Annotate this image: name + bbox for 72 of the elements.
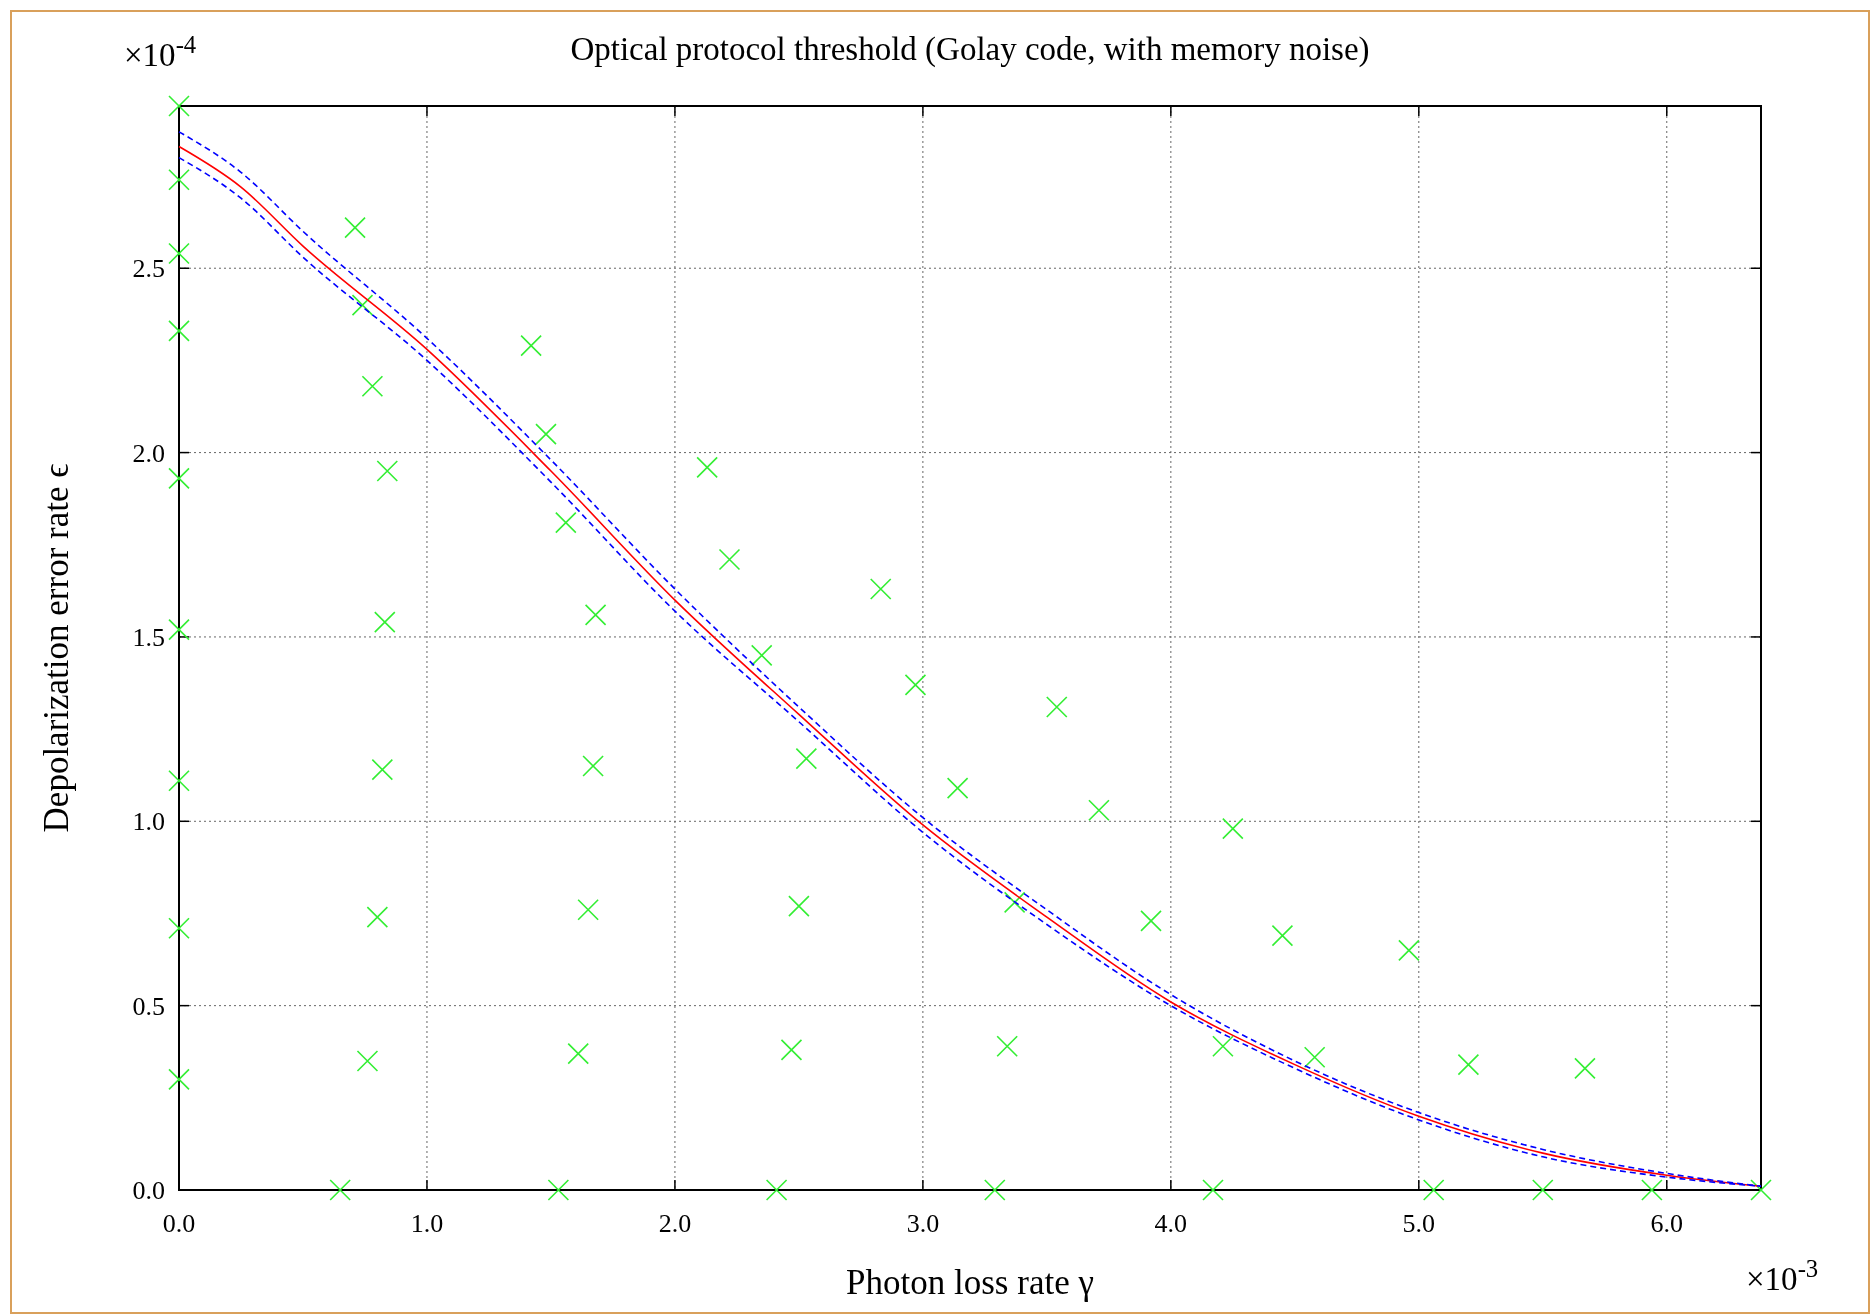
- point: [750, 644, 773, 667]
- point: [351, 294, 374, 316]
- text: ×10$^{-4}$: [124, 30, 197, 73]
- y-tick-label: 2.0: [132, 438, 165, 468]
- point: [1271, 924, 1294, 947]
- y-tick-label: 0.0: [132, 1176, 165, 1205]
- x-tick-label: 3.0: [906, 1209, 940, 1238]
- point: [1303, 1046, 1326, 1069]
- point: [696, 456, 718, 479]
- point: [547, 1179, 570, 1201]
- point: [371, 758, 394, 781]
- chart-title: Optical protocol threshold (Golay code, with memory noise): [570, 31, 1370, 68]
- y-tick-label: 1.0: [132, 807, 165, 837]
- point: [1422, 1179, 1445, 1201]
- y-tick-label: 1.5: [132, 622, 165, 652]
- point: [1088, 799, 1110, 822]
- point: [1202, 1179, 1224, 1201]
- point: [904, 674, 927, 696]
- point: [168, 242, 190, 265]
- point: [1212, 1035, 1234, 1057]
- point: [1045, 696, 1068, 718]
- point: [1531, 1179, 1554, 1201]
- point: [765, 1179, 788, 1201]
- point: [780, 1039, 803, 1061]
- point: [996, 1035, 1018, 1057]
- point: [356, 1050, 379, 1072]
- text: ×10$^{-3}$: [1746, 1254, 1819, 1297]
- x-tick-label: 5.0: [1402, 1209, 1436, 1238]
- point: [1398, 939, 1420, 962]
- point: [376, 460, 399, 482]
- point: [168, 95, 190, 117]
- point: [168, 769, 190, 792]
- y-axis-title: Depolarization error rate ϵ: [37, 463, 76, 833]
- point: [567, 1042, 590, 1065]
- point: [718, 548, 741, 571]
- point: [520, 334, 542, 357]
- point: [788, 895, 810, 917]
- point: [344, 216, 366, 239]
- point: [168, 320, 190, 342]
- point: [329, 1179, 351, 1201]
- point: [168, 467, 190, 490]
- point: [1574, 1057, 1596, 1080]
- point: [577, 898, 599, 921]
- y-tick-label: 2.5: [132, 254, 165, 284]
- point: [584, 604, 607, 626]
- point: [946, 777, 969, 799]
- point: [795, 747, 818, 770]
- x-tick-label: 1.0: [410, 1209, 444, 1238]
- x-tick-label: 4.0: [1154, 1209, 1188, 1238]
- point: [1003, 891, 1026, 914]
- point: [374, 611, 396, 633]
- point: [535, 423, 557, 445]
- point: [168, 917, 190, 940]
- point: [869, 578, 892, 600]
- point: [168, 618, 190, 641]
- point: [1641, 1179, 1663, 1201]
- x-tick-label: 6.0: [1650, 1209, 1684, 1238]
- point: [361, 375, 384, 398]
- point: [984, 1179, 1006, 1201]
- point: [1140, 910, 1162, 932]
- point: [1457, 1053, 1480, 1076]
- point: [582, 755, 604, 777]
- point: [168, 168, 190, 191]
- point: [366, 906, 389, 928]
- point: [1750, 1179, 1772, 1201]
- x-tick-label: 0.0: [162, 1209, 196, 1238]
- x-tick-label: 2.0: [658, 1209, 692, 1238]
- y-tick-label: 0.5: [132, 991, 165, 1021]
- x-axis-title: Photon loss rate γ: [846, 1263, 1094, 1302]
- point: [1222, 817, 1244, 840]
- point: [555, 511, 577, 534]
- point: [168, 1068, 190, 1091]
